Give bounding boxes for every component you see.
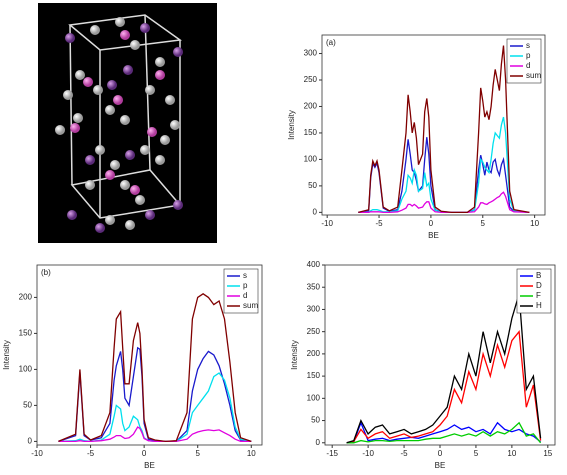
panel-label: (a)	[326, 38, 336, 47]
x-tick-label: -15	[326, 449, 338, 458]
series-line	[58, 293, 252, 443]
y-tick-label: 200	[304, 102, 318, 111]
y-tick-label: 50	[311, 416, 320, 425]
x-tick-label: -10	[362, 449, 374, 458]
y-tick-label: 400	[307, 260, 321, 269]
x-axis-label: BE	[428, 231, 439, 240]
x-tick-label: -10	[31, 449, 43, 458]
x-tick-label: 10	[530, 219, 539, 228]
series-line	[358, 45, 530, 214]
legend-label: s	[243, 271, 247, 280]
legend-label: F	[536, 291, 541, 300]
series-line	[346, 293, 542, 444]
legend-label: D	[536, 281, 542, 290]
x-tick-label: 5	[481, 219, 486, 228]
legend-label: p	[526, 51, 531, 60]
x-axis-label: BE	[144, 461, 155, 470]
y-tick-label: 100	[304, 155, 318, 164]
crystal-image	[38, 3, 217, 243]
legend-label: d	[243, 291, 247, 300]
y-axis-label: Intensity	[287, 110, 296, 140]
legend-label: p	[243, 281, 248, 290]
y-tick-label: 200	[19, 293, 33, 302]
y-tick-label: 150	[307, 371, 321, 380]
legend-label: s	[526, 41, 530, 50]
y-tick-label: 50	[308, 181, 317, 190]
y-tick-label: 100	[19, 365, 33, 374]
series-line	[358, 191, 530, 214]
y-tick-label: 250	[307, 327, 321, 336]
legend-label: d	[526, 61, 530, 70]
y-tick-label: 300	[307, 305, 321, 314]
series-line	[358, 137, 530, 214]
series-line	[346, 330, 542, 444]
y-tick-label: 100	[307, 393, 321, 402]
y-tick-label: 350	[307, 282, 321, 291]
x-tick-label: -10	[321, 219, 333, 228]
plot-frame	[36, 264, 263, 446]
y-tick-label: 0	[28, 437, 33, 446]
y-axis-label: Intensity	[2, 340, 11, 370]
plot-frame	[321, 34, 546, 216]
y-tick-label: 250	[304, 75, 318, 84]
x-axis-label: BE	[435, 461, 446, 470]
legend-label: B	[536, 271, 541, 280]
y-tick-label: 150	[19, 329, 33, 338]
series-line	[58, 346, 252, 443]
x-tick-label: 5	[474, 449, 479, 458]
x-tick-label: 10	[247, 449, 256, 458]
y-tick-label: 150	[304, 128, 318, 137]
y-axis-label: Intensity	[290, 340, 299, 370]
y-tick-label: 0	[313, 207, 318, 216]
series-line	[346, 421, 542, 444]
y-tick-label: 200	[307, 349, 321, 358]
x-tick-label: 15	[543, 449, 552, 458]
x-tick-label: 5	[195, 449, 200, 458]
y-tick-label: 300	[304, 49, 318, 58]
x-tick-label: 0	[429, 219, 434, 228]
x-tick-label: 10	[507, 449, 516, 458]
x-tick-label: -5	[401, 449, 409, 458]
x-tick-label: 0	[142, 449, 147, 458]
legend-label: H	[536, 301, 542, 310]
x-tick-label: 0	[438, 449, 443, 458]
series-line	[346, 421, 542, 444]
legend-label: sum	[243, 301, 258, 310]
panel-label: (b)	[41, 268, 51, 277]
x-tick-label: -5	[375, 219, 383, 228]
legend-label: sum	[526, 71, 541, 80]
y-tick-label: 0	[316, 438, 321, 447]
series-line	[58, 426, 252, 443]
y-tick-label: 50	[23, 401, 32, 410]
x-tick-label: -5	[87, 449, 95, 458]
